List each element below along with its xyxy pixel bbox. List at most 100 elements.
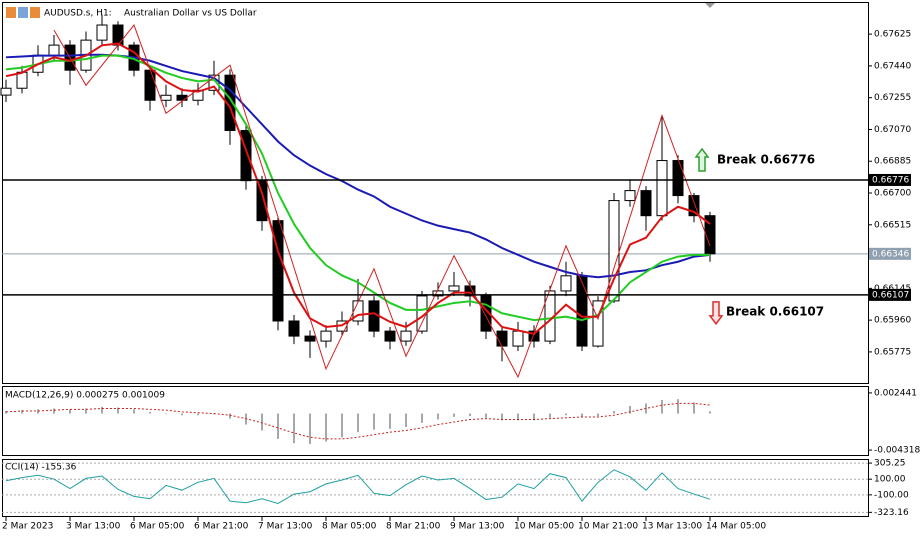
candle-body [192, 89, 204, 101]
y-tick-label: -0.004318 [874, 446, 920, 456]
x-tick-label: 9 Mar 13:00 [450, 522, 505, 532]
candle-body [160, 94, 172, 101]
candle-body [672, 160, 684, 197]
macd-bar [229, 413, 231, 419]
macd-bar [693, 402, 695, 414]
macd-bar [565, 413, 567, 416]
macd-bar [53, 408, 55, 414]
x-tick-label: 8 Mar 21:00 [386, 522, 441, 532]
macd-bar [341, 413, 343, 438]
macd-bar [421, 413, 423, 423]
price-tag [869, 247, 911, 260]
candle-body [0, 87, 12, 96]
y-tick-label: 0.67070 [874, 125, 911, 135]
macd-bar [101, 406, 103, 414]
y-tick-label: 0.65775 [874, 347, 911, 357]
candle-body [48, 44, 60, 56]
x-tick-label: 6 Mar 21:00 [194, 522, 249, 532]
macd-bar [629, 405, 631, 414]
y-tick-label: 0.67255 [874, 93, 911, 103]
candle-body [256, 180, 268, 222]
macd-bar [197, 413, 199, 416]
level-price: 0.66776 [872, 175, 909, 185]
macd-bar [453, 413, 455, 417]
y-tick-label: -100.00 [874, 490, 909, 500]
candle-body [384, 330, 396, 342]
description: Australian Dollar vs US Dollar [124, 9, 257, 19]
macd-bar [181, 413, 183, 416]
level-label: Break 0.66107 [726, 304, 824, 318]
macd-bar [597, 413, 599, 417]
current-price: 0.66346 [872, 249, 909, 259]
macd-bar [533, 413, 535, 421]
macd-bar [165, 413, 167, 415]
macd-bar [309, 413, 311, 445]
level-price: 0.66107 [872, 290, 909, 300]
y-tick-label: 0.66700 [874, 189, 911, 199]
candle-body [496, 330, 508, 347]
y-tick-label: 0.65960 [874, 316, 911, 326]
candle-body [480, 295, 492, 332]
macd-bar [389, 413, 391, 429]
macd-panel [2, 386, 869, 456]
x-tick-label: 10 Mar 05:00 [514, 522, 574, 532]
x-tick-label: 10 Mar 21:00 [578, 522, 638, 532]
candle-body [144, 69, 156, 101]
macd-bar [677, 399, 679, 414]
macd-bar [357, 413, 359, 433]
candle-body [432, 290, 444, 297]
price-tag [869, 288, 911, 301]
macd-bar [5, 411, 7, 414]
macd-bar [661, 400, 663, 414]
zigzag [53, 24, 711, 379]
x-tick-label: 7 Mar 13:00 [258, 522, 313, 532]
candle-body [704, 215, 716, 255]
candle-body [576, 275, 588, 347]
macd-bar [549, 413, 551, 418]
macd-bar [501, 413, 503, 421]
candle-body [176, 94, 188, 101]
macd-bar [517, 413, 519, 421]
moving-average [5, 42, 711, 335]
x-tick-label: 3 Mar 13:00 [66, 522, 121, 532]
macd-bar [405, 413, 407, 428]
macd-bar [437, 413, 439, 420]
candle-body [288, 320, 300, 337]
candle-body [112, 24, 124, 46]
shift-marker [705, 3, 715, 8]
y-tick-label: 0.002441 [874, 388, 917, 398]
macd-bar [485, 413, 487, 418]
candle-body [656, 160, 668, 217]
macd-bar [117, 407, 119, 414]
icon[interactable] [30, 7, 40, 18]
price-tag [869, 173, 911, 186]
macd-bar [133, 409, 135, 414]
y-tick-label: 305.25 [874, 459, 906, 469]
cci-panel [2, 459, 869, 517]
signal-line [5, 402, 711, 440]
macd-bar [149, 411, 151, 414]
x-tick-label: 13 Mar 13:00 [642, 522, 702, 532]
macd-bar [261, 413, 263, 431]
x-tick-label: 8 Mar 05:00 [322, 522, 377, 532]
level-label: Break 0.66776 [717, 152, 815, 166]
candle-body [512, 330, 524, 347]
icon[interactable] [18, 7, 28, 18]
candle-body [224, 74, 236, 131]
x-tick-label: 6 Mar 05:00 [130, 522, 185, 532]
candle-body [592, 300, 604, 347]
macd-bar [709, 411, 711, 414]
icon[interactable] [6, 7, 16, 18]
candle-body [352, 300, 364, 322]
candle-body [272, 220, 284, 322]
candle-body [624, 190, 636, 202]
candle-body [688, 195, 700, 217]
y-tick-label: 100.00 [874, 475, 906, 485]
macd-bar [277, 413, 279, 439]
y-tick-label: 0.66885 [874, 157, 911, 167]
candle-body [304, 335, 316, 342]
candle-body [528, 330, 540, 342]
cci-line [5, 469, 711, 505]
candle-body [96, 24, 108, 41]
